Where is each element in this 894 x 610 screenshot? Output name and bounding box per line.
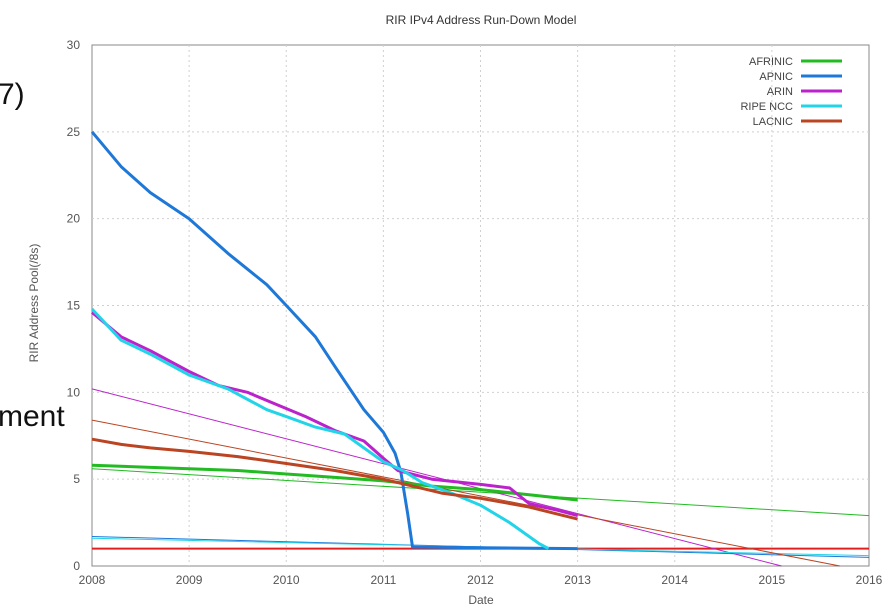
y-tick-label: 15 <box>67 299 81 313</box>
x-tick-label: 2010 <box>273 573 300 587</box>
x-tick-label: 2009 <box>176 573 203 587</box>
plot-area <box>90 130 870 567</box>
x-tick-label: 2015 <box>759 573 786 587</box>
x-tick-label: 2013 <box>564 573 591 587</box>
legend-label-arin: ARIN <box>767 86 793 98</box>
chart-title: RIR IPv4 Address Run-Down Model <box>386 13 577 27</box>
slide-text-fragment: ment <box>0 400 65 433</box>
y-axis-title: RIR Address Pool(/8s) <box>27 244 41 363</box>
y-tick-label: 30 <box>67 38 81 52</box>
x-tick-label: 2016 <box>856 573 883 587</box>
legend: AFRINIC APNIC ARIN RIPE NCC LACNIC <box>740 56 842 128</box>
axis-ticks: 2008 2009 2010 2011 2012 2013 2014 2015 20160510… <box>67 38 883 587</box>
y-tick-label: 10 <box>67 385 81 399</box>
legend-label-ripe-ncc: RIPE NCC <box>740 101 793 113</box>
projection-line-lacnic <box>91 419 840 567</box>
projection-line-arin <box>91 388 782 567</box>
projection-line-afrinic <box>91 468 870 517</box>
y-tick-label: 25 <box>67 125 81 139</box>
x-tick-label: 2014 <box>661 573 688 587</box>
y-tick-label: 20 <box>67 212 81 226</box>
legend-label-lacnic: LACNIC <box>753 116 793 128</box>
y-tick-label: 0 <box>73 559 80 573</box>
x-tick-label: 2012 <box>467 573 494 587</box>
x-tick-label: 2008 <box>79 573 106 587</box>
x-tick-label: 2011 <box>370 573 396 587</box>
slide-text-fragment: 7) <box>0 78 25 111</box>
series-line-afrinic <box>91 463 578 502</box>
series-line-apnic <box>90 130 578 551</box>
y-tick-label: 5 <box>73 472 80 486</box>
legend-label-afrinic: AFRINIC <box>749 56 793 68</box>
legend-label-apnic: APNIC <box>759 71 793 83</box>
series-line-arin <box>91 311 578 518</box>
series-line-lacnic <box>91 437 578 521</box>
series-line-ripe-ncc <box>90 307 550 550</box>
x-axis-title: Date <box>468 593 494 607</box>
